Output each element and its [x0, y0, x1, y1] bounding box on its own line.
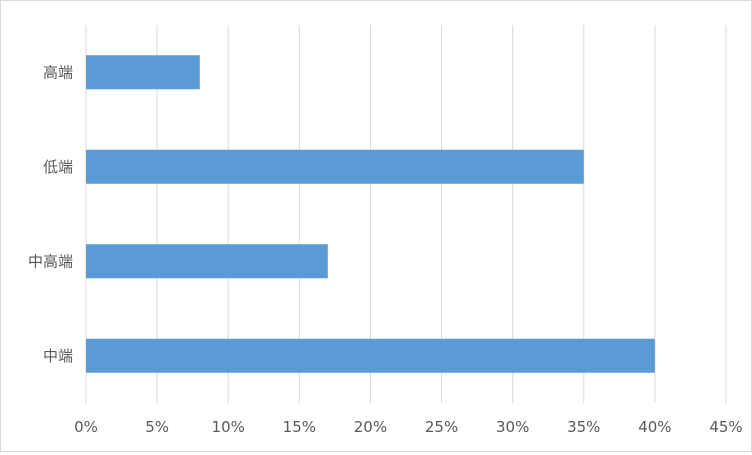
x-tick-label: 0%	[74, 418, 98, 436]
category-label: 高端	[43, 63, 73, 81]
x-tick-label: 40%	[638, 418, 671, 436]
x-tick-label: 10%	[212, 418, 245, 436]
bar-0	[86, 338, 655, 373]
x-tick-label: 25%	[425, 418, 458, 436]
bars	[86, 55, 655, 373]
x-tick-label: 20%	[354, 418, 387, 436]
category-labels: 中端 中高端 低端 高端	[28, 63, 73, 365]
category-label: 低端	[43, 158, 73, 176]
bar-1	[86, 244, 328, 279]
x-tick-label: 35%	[567, 418, 600, 436]
x-tick-label: 15%	[283, 418, 316, 436]
bar-2	[86, 149, 584, 184]
category-label: 中端	[43, 347, 73, 365]
x-tick-label: 45%	[709, 418, 742, 436]
bar-3	[86, 55, 200, 90]
x-tick-labels: 0% 5% 10% 15% 20% 25% 30% 35% 40% 45%	[74, 418, 743, 436]
x-tick-label: 5%	[145, 418, 169, 436]
category-label: 中高端	[28, 252, 73, 270]
x-tick-label: 30%	[496, 418, 529, 436]
